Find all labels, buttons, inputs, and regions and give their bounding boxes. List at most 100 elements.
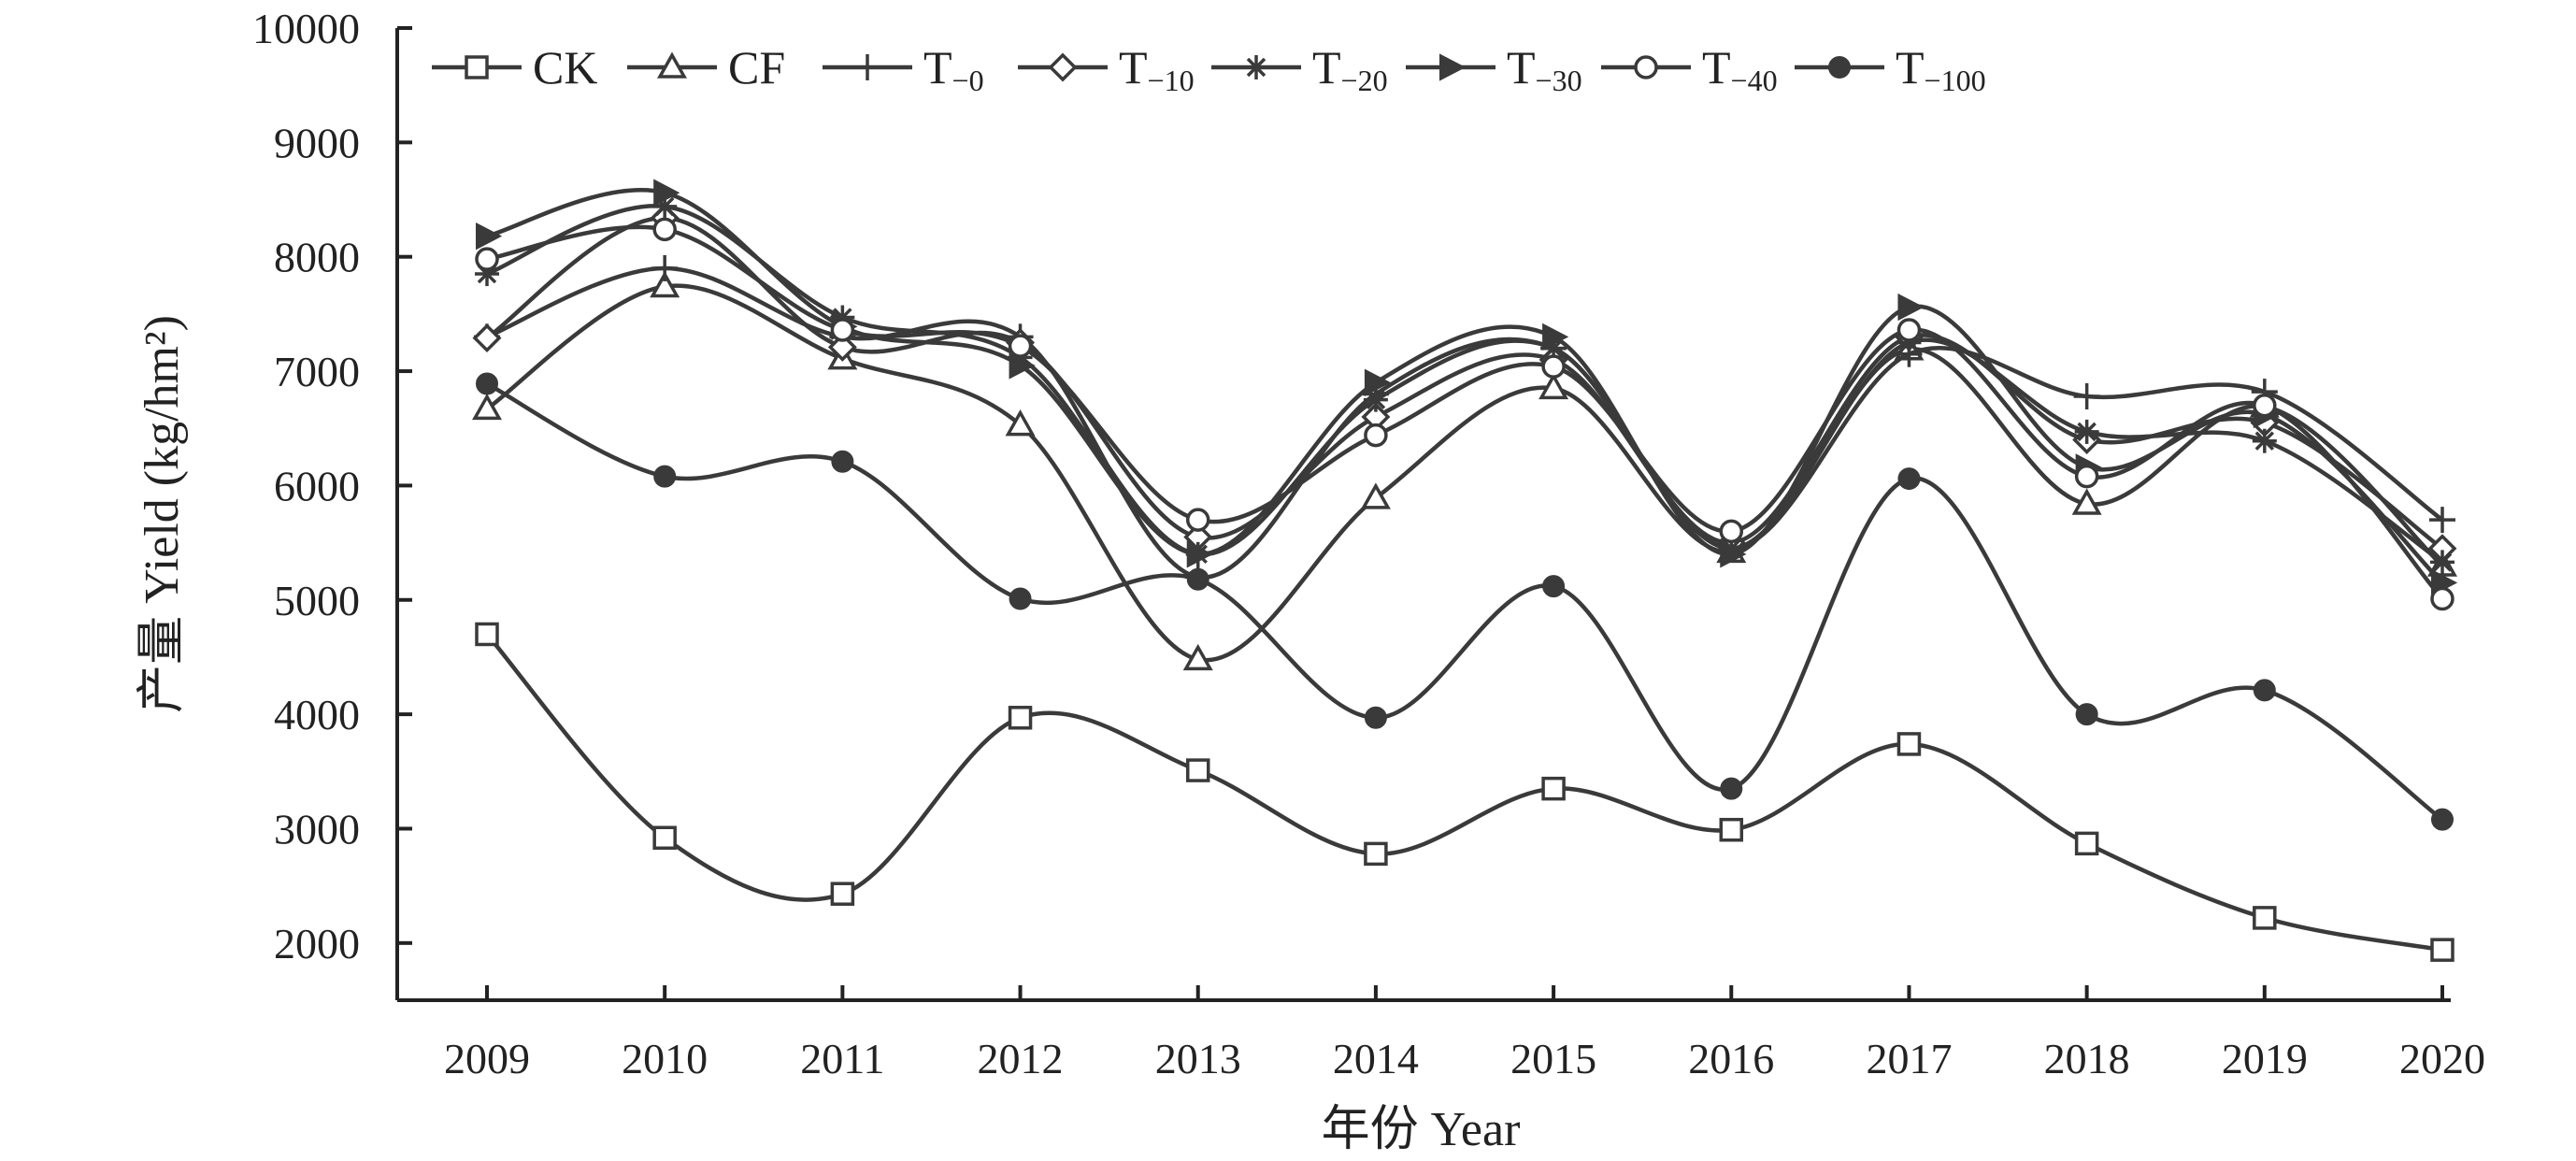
data-point: [475, 622, 499, 647]
legend-label: T−0: [923, 41, 984, 97]
x-tick-label: 2018: [2044, 1035, 2130, 1082]
legend-item: T−100: [1795, 41, 1986, 97]
data-point: [1363, 387, 1388, 412]
legend-label: T−40: [1702, 41, 1778, 97]
data-point: [476, 372, 498, 395]
x-tick-label: 2020: [2399, 1035, 2485, 1082]
data-point: [2252, 428, 2277, 453]
data-point: [472, 393, 502, 421]
data-point: [1185, 758, 1210, 782]
series-line: [485, 632, 2443, 953]
data-point: [2430, 586, 2454, 611]
y-tick-label: 3000: [274, 805, 360, 853]
legend-label: T−30: [1507, 41, 1582, 97]
legend: CK CF T−0 T−10 T−20 T−30 T−40 T−100: [432, 41, 1986, 97]
series-line: [485, 283, 2444, 663]
data-point: [2430, 550, 2454, 575]
y-tick-label: 2000: [274, 920, 360, 968]
x-tick-label: 2015: [1510, 1035, 1596, 1082]
data-point: [650, 270, 680, 298]
legend-marker: [465, 55, 489, 79]
data-point: [1719, 817, 1744, 842]
legend-item: T−20: [1211, 41, 1388, 97]
series: [472, 179, 2458, 962]
data-point: [472, 323, 502, 353]
data-point: [653, 179, 680, 207]
legend-marker: [657, 51, 687, 79]
y-tick-label: 10000: [252, 5, 360, 52]
ticks: 2000 3000 4000 5000 6000 7000 8000 9000 10000 200…: [252, 5, 2485, 1082]
legend-item: T−10: [1018, 41, 1195, 97]
series-line: [486, 224, 2444, 601]
data-point: [1541, 354, 1566, 379]
data-point: [651, 254, 679, 281]
legend-label: T−20: [1312, 41, 1388, 97]
series-line: [485, 381, 2444, 822]
legend-label: CF: [728, 41, 785, 93]
data-point: [2429, 507, 2455, 534]
data-point: [652, 217, 677, 242]
series-7: [476, 372, 2454, 831]
x-tick-label: 2011: [800, 1035, 884, 1082]
legend-marker: [1634, 55, 1658, 79]
data-point: [2075, 703, 2098, 726]
data-point: [1541, 776, 1566, 801]
data-point: [1719, 519, 1744, 544]
data-point: [1008, 334, 1033, 358]
legend-label: T−100: [1896, 41, 1986, 97]
data-point: [1364, 841, 1388, 867]
data-point: [1186, 540, 1213, 568]
legend-item: T−30: [1406, 41, 1582, 97]
legend-label: T−10: [1119, 41, 1195, 97]
data-point: [1542, 322, 1569, 351]
data-point: [1720, 540, 1747, 568]
legend-marker: [1828, 56, 1851, 79]
data-point: [2431, 808, 2454, 831]
series-6: [475, 217, 2454, 611]
legend-marker: [1244, 55, 1268, 79]
x-tick-label: 2019: [2222, 1035, 2308, 1082]
data-point: [476, 222, 503, 251]
y-tick-label: 6000: [274, 462, 360, 509]
data-point: [1896, 318, 1922, 342]
data-point: [830, 318, 855, 342]
x-tick-label: 2014: [1333, 1035, 1419, 1082]
data-point: [2253, 394, 2277, 418]
y-axis-title: 产量 Yield (kg/hm²): [136, 315, 189, 713]
legend-marker: [1048, 52, 1078, 82]
legend-label: CK: [533, 41, 597, 93]
data-point: [1005, 409, 1036, 437]
data-point: [2430, 938, 2454, 962]
data-point: [827, 332, 857, 362]
x-tick-label: 2009: [444, 1035, 530, 1082]
data-point: [2073, 382, 2100, 409]
data-point: [1364, 423, 1388, 448]
y-tick-label: 8000: [274, 234, 360, 281]
data-point: [831, 450, 854, 473]
data-point: [2253, 679, 2276, 702]
y-tick-label: 4000: [274, 691, 360, 738]
data-point: [1009, 587, 1032, 610]
legend-marker: [854, 54, 880, 80]
data-point: [830, 882, 855, 906]
data-point: [1897, 467, 1921, 491]
data-point: [2253, 906, 2277, 930]
data-point: [1182, 643, 1213, 671]
data-point: [2074, 831, 2099, 856]
data-point: [1360, 482, 1391, 509]
x-tick-label: 2016: [1688, 1035, 1774, 1082]
x-tick-label: 2012: [978, 1035, 1064, 1082]
axes: [395, 28, 2451, 1002]
data-point: [653, 465, 677, 488]
series-0: [475, 622, 2454, 962]
data-point: [1897, 293, 1925, 322]
data-point: [1186, 567, 1209, 591]
data-point: [1720, 777, 1743, 800]
legend-item: CK: [432, 41, 597, 93]
data-point: [2074, 464, 2099, 489]
legend-marker: [1439, 53, 1467, 81]
data-point: [1008, 706, 1033, 730]
data-point: [475, 247, 499, 271]
